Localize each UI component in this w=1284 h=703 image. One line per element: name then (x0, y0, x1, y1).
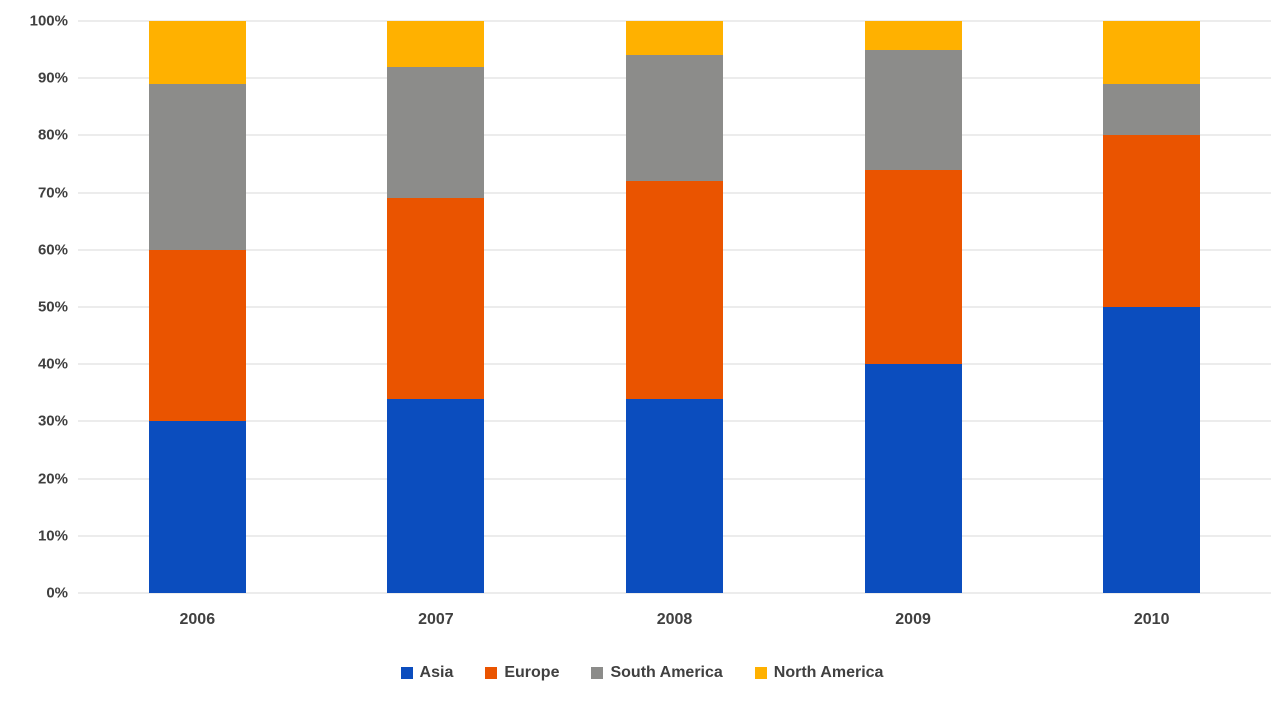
bar-segment-2008-asia (625, 398, 723, 593)
bar-segment-2009-north-america (864, 21, 962, 50)
x-axis: 2006 2007 2008 2009 2010 (78, 608, 1271, 632)
x-tick-label-2006: 2006 (179, 611, 216, 628)
legend-swatch-asia (400, 667, 413, 679)
x-tick-label-2009: 2009 (895, 611, 931, 628)
x-tick-label-2010: 2010 (1133, 611, 1170, 628)
legend-label-asia: Asia (419, 664, 454, 681)
bar-segment-2009-south-america (864, 49, 962, 170)
plot-area (78, 20, 1271, 594)
legend-label-north-america: North America (773, 664, 884, 681)
bar-segment-2006-europe (148, 249, 246, 422)
bar-2009 (864, 21, 962, 593)
y-tick-label-40: 40% (37, 355, 68, 373)
bar-segment-2007-south-america (387, 66, 485, 199)
bars-layer (78, 21, 1271, 593)
gridline-100 (78, 20, 1271, 22)
legend-label-europe: Europe (504, 664, 560, 681)
bar-segment-2008-north-america (625, 21, 723, 56)
legend-swatch-south-america (591, 667, 604, 679)
bar-segment-2006-south-america (148, 83, 246, 250)
x-tick-label-2008: 2008 (656, 611, 693, 628)
y-tick-label-20: 20% (37, 470, 68, 488)
bar-segment-2007-north-america (387, 21, 485, 67)
bar-2006 (148, 21, 246, 593)
legend-label-south-america: South America (610, 664, 723, 681)
x-tick-label-2007: 2007 (418, 611, 454, 628)
y-tick-label-50: 50% (37, 298, 68, 316)
legend-item-north-america: North America (754, 664, 884, 681)
bar-segment-2010-south-america (1103, 83, 1201, 136)
y-tick-label-30: 30% (37, 412, 68, 430)
bar-segment-2006-asia (148, 421, 246, 593)
gridline-0 (78, 592, 1271, 594)
bar-2008 (625, 21, 723, 593)
bar-segment-2009-asia (864, 364, 962, 593)
legend-item-europe: Europe (485, 665, 559, 681)
bar-segment-2009-europe (864, 169, 962, 365)
y-tick-label-0: 0% (46, 584, 68, 602)
bar-segment-2008-europe (625, 181, 723, 399)
bar-segment-2010-north-america (1103, 21, 1201, 84)
y-tick-label-60: 60% (37, 241, 68, 259)
y-tick-label-90: 90% (37, 69, 68, 87)
bar-segment-2007-asia (387, 398, 485, 593)
y-axis: 0% 10% 20% 30% 40% 50% 60% 70% 80% 90% 100% (0, 14, 68, 601)
legend-swatch-north-america (754, 667, 767, 679)
legend-item-south-america: South America (591, 664, 723, 681)
y-tick-label-70: 70% (37, 184, 68, 202)
y-tick-label-10: 10% (37, 527, 68, 545)
bar-segment-2010-asia (1103, 307, 1201, 593)
y-tick-label-80: 80% (37, 126, 68, 144)
legend: Asia Europe South America North America (0, 658, 1284, 688)
legend-item-asia: Asia (400, 664, 454, 681)
bar-segment-2010-europe (1103, 135, 1201, 307)
bar-2007 (387, 21, 485, 593)
legend-swatch-europe (485, 667, 498, 679)
bar-2010 (1103, 21, 1201, 593)
bar-segment-2007-europe (387, 198, 485, 399)
bar-segment-2006-north-america (148, 21, 246, 84)
y-tick-label-100: 100% (29, 12, 68, 30)
bar-segment-2008-south-america (625, 55, 723, 182)
